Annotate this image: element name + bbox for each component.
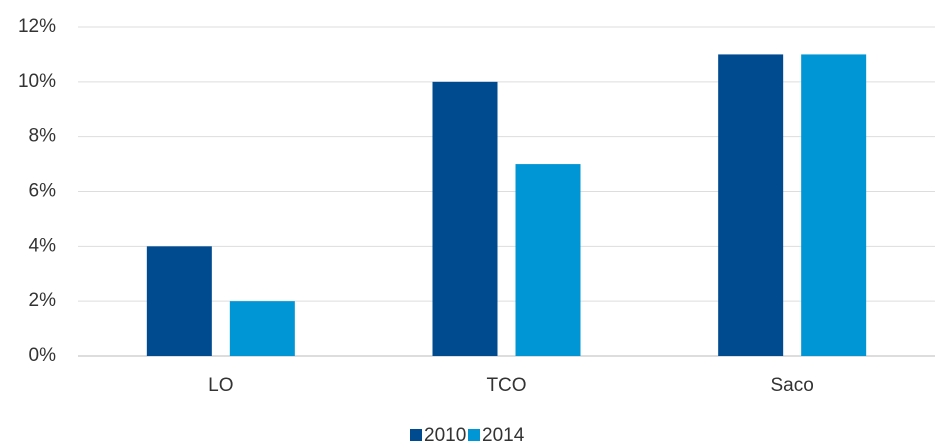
y-tick-label: 6% (29, 181, 57, 202)
bar (432, 81, 498, 356)
x-tick-label: Saco (771, 375, 814, 396)
y-tick-label: 0% (29, 345, 57, 366)
legend-label: 2010 (424, 425, 466, 443)
x-tick-label: TCO (486, 375, 526, 396)
y-tick-label: 10% (18, 71, 56, 92)
bar (718, 54, 784, 357)
y-tick-label: 2% (29, 290, 57, 311)
legend-swatch (468, 429, 480, 441)
legend-swatch (410, 429, 422, 441)
bar (515, 164, 581, 356)
bar (229, 301, 295, 356)
x-tick-label: LO (208, 375, 233, 396)
y-tick-label: 12% (18, 16, 56, 37)
y-tick-label: 4% (29, 235, 57, 256)
legend-label: 2014 (482, 425, 525, 443)
bar (146, 246, 212, 356)
bar (801, 54, 867, 357)
y-tick-label: 8% (29, 126, 57, 147)
